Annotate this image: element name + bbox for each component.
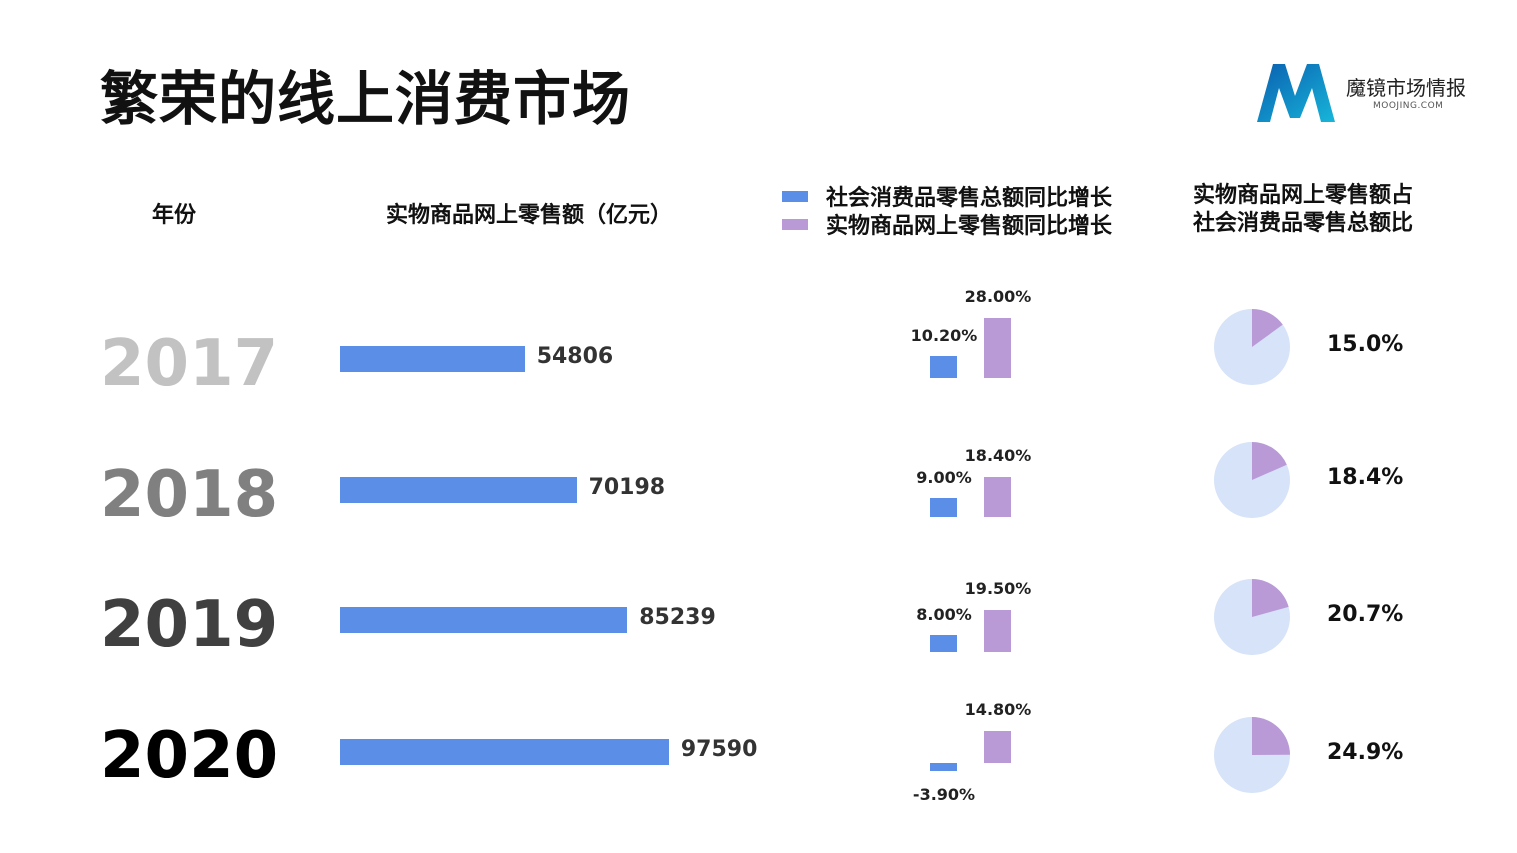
growth-label-social-2017: 10.20%	[910, 326, 978, 346]
header-share-line2: 社会消费品零售总额比	[1193, 211, 1414, 236]
pie-slice-2018	[1252, 442, 1287, 480]
logo-text-en: MOOJING.COM	[1373, 101, 1444, 111]
year-label-2017: 2017	[100, 327, 279, 401]
growth-bar-social-2018	[930, 497, 957, 517]
share-pie-2017	[1214, 309, 1290, 385]
share-label-2017: 15.0%	[1327, 332, 1404, 357]
growth-bar-social-2019	[930, 634, 957, 652]
growth-label-online-2018: 18.40%	[964, 446, 1032, 466]
growth-legend: 社会消费品零售总额同比增长 实物商品网上零售额同比增长	[782, 182, 1113, 239]
pie-slice-2020	[1252, 717, 1290, 755]
header-online-sales: 实物商品网上零售额（亿元）	[386, 203, 673, 228]
sales-bar-2018	[340, 477, 577, 503]
moojing-m-icon	[1257, 64, 1335, 122]
share-pie-2020	[1214, 717, 1290, 793]
legend-item-social: 社会消费品零售总额同比增长	[782, 182, 1113, 211]
legend-label-online: 实物商品网上零售额同比增长	[826, 214, 1113, 239]
share-pie-2018	[1214, 442, 1290, 518]
logo-text-cn: 魔镜市场情报	[1346, 76, 1466, 100]
sales-value-label-2018: 70198	[588, 475, 666, 500]
growth-bar-social-2017	[930, 356, 957, 378]
pie-slice-2017	[1252, 309, 1283, 347]
growth-bar-online-2019	[984, 610, 1011, 652]
growth-bar-online-2020	[984, 731, 1011, 763]
year-label-2020: 2020	[100, 719, 279, 793]
sales-bar-2019	[340, 607, 628, 633]
header-share-line1: 实物商品网上零售额占	[1193, 183, 1414, 208]
sales-value-label-2020: 97590	[680, 737, 758, 762]
page-title: 繁荣的线上消费市场	[100, 65, 632, 133]
legend-swatch-online	[782, 218, 808, 230]
sales-bar-2020	[340, 739, 669, 765]
sales-value-label-2017: 54806	[536, 344, 614, 369]
moojing-logo	[1255, 58, 1485, 128]
share-label-2018: 18.4%	[1327, 465, 1404, 490]
growth-label-online-2019: 19.50%	[964, 579, 1032, 599]
share-pie-2019	[1214, 579, 1290, 655]
growth-bar-social-2020	[930, 763, 957, 772]
growth-label-social-2018: 9.00%	[916, 467, 972, 487]
sales-bar-2017	[340, 346, 525, 372]
year-label-2019: 2019	[100, 588, 279, 662]
growth-label-social-2019: 8.00%	[916, 604, 972, 624]
growth-label-social-2020: -3.90%	[912, 785, 976, 805]
header-year: 年份	[152, 203, 197, 228]
growth-bar-online-2018	[984, 477, 1011, 517]
sales-value-label-2019: 85239	[639, 605, 716, 630]
legend-item-online: 实物商品网上零售额同比增长	[782, 210, 1113, 239]
legend-label-social: 社会消费品零售总额同比增长	[826, 186, 1113, 211]
growth-label-online-2020: 14.80%	[964, 700, 1032, 720]
pie-slice-2019	[1252, 579, 1289, 617]
share-label-2020: 24.9%	[1327, 740, 1404, 765]
share-label-2019: 20.7%	[1327, 602, 1404, 627]
header-share: 实物商品网上零售额占 社会消费品零售总额比	[1193, 182, 1413, 238]
legend-swatch-social	[782, 190, 808, 202]
growth-bar-online-2017	[984, 317, 1011, 378]
growth-label-online-2017: 28.00%	[964, 286, 1032, 306]
year-label-2018: 2018	[100, 458, 279, 532]
